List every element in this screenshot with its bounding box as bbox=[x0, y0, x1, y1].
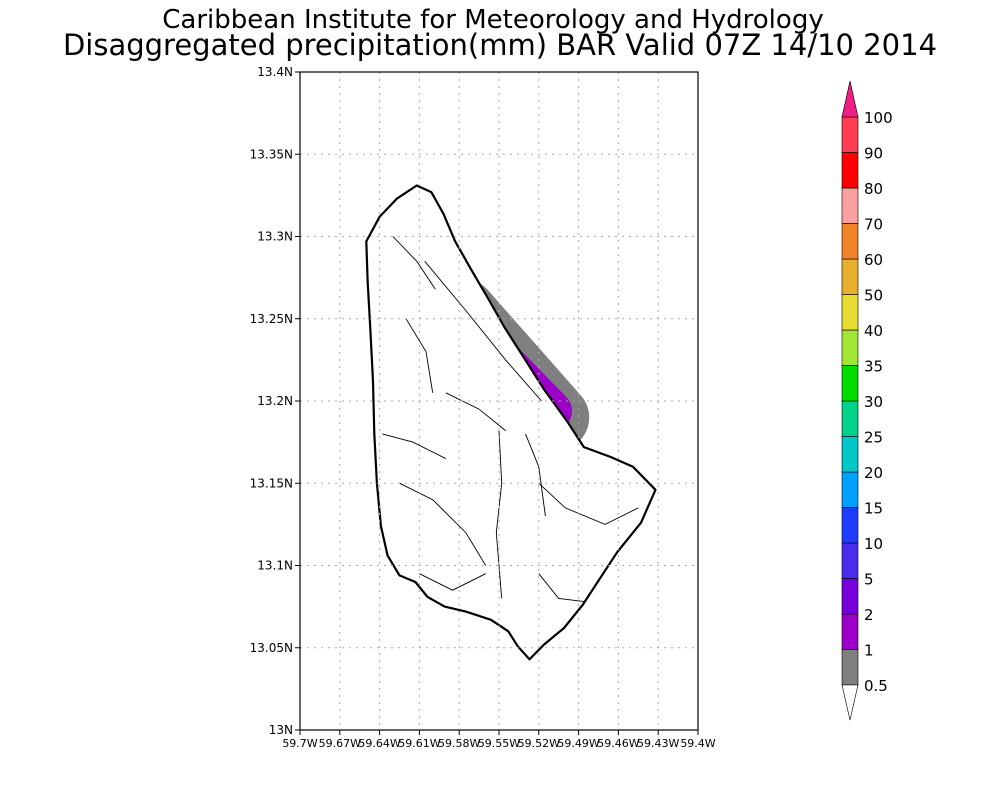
colorbar-under-arrow bbox=[841, 684, 859, 721]
lon-tick-label: 59.43W bbox=[637, 737, 679, 750]
colorbar-level-label: 2 bbox=[864, 606, 874, 624]
colorbar-level-label: 50 bbox=[864, 287, 883, 305]
lon-tick-label: 59.61W bbox=[398, 737, 440, 750]
colorbar-segment bbox=[841, 116, 859, 153]
colorbar-segment bbox=[841, 649, 859, 686]
lon-tick-label: 59.52W bbox=[518, 737, 560, 750]
island-layer bbox=[365, 184, 657, 661]
colorbar-level-label: 5 bbox=[864, 571, 874, 589]
colorbar-level-label: 35 bbox=[864, 358, 883, 376]
colorbar-level-label: 20 bbox=[864, 464, 883, 482]
lat-tick-label: 13.2N bbox=[257, 394, 293, 408]
title-institute: Caribbean Institute for Meteorology and … bbox=[162, 5, 823, 35]
colorbar-level-label: 70 bbox=[864, 216, 883, 234]
gridlines bbox=[300, 72, 698, 730]
lat-tick-label: 13.15N bbox=[250, 476, 293, 490]
colorbar-level-label: 25 bbox=[864, 429, 883, 447]
lat-tick-label: 13.4N bbox=[257, 65, 293, 79]
catchment-boundary-6 bbox=[405, 318, 434, 393]
colorbar-level-label: 80 bbox=[864, 180, 883, 198]
colorbar-segment bbox=[841, 258, 859, 295]
colorbar-segment bbox=[841, 294, 859, 331]
island-coastline bbox=[365, 184, 657, 661]
colorbar-level-label: 40 bbox=[864, 322, 883, 340]
lat-tick-label: 13.35N bbox=[250, 147, 293, 161]
catchment-boundary-4 bbox=[538, 482, 639, 525]
colorbar-segment bbox=[841, 152, 859, 189]
colorbar-segment bbox=[841, 436, 859, 473]
colorbar-segment bbox=[841, 613, 859, 650]
colorbar-segment bbox=[841, 507, 859, 544]
colorbar-level-label: 30 bbox=[864, 393, 883, 411]
colorbar-segment bbox=[841, 578, 859, 615]
catchment-boundary-2 bbox=[445, 392, 506, 431]
colorbar-level-label: 0.5 bbox=[864, 677, 888, 695]
catchment-boundary-10 bbox=[382, 433, 447, 460]
longitude-axis: 59.7W 59.67W59.64W59.61W59.58W59.55W59.52… bbox=[282, 730, 716, 750]
colorbar-segment bbox=[841, 223, 859, 260]
catchment-boundary-9 bbox=[392, 236, 436, 290]
lon-tick-label: 59.67W bbox=[319, 737, 361, 750]
colorbar-over-arrow bbox=[841, 80, 859, 118]
lon-tick-label: 59.4W bbox=[680, 737, 715, 750]
lon-tick-label: 59.64W bbox=[358, 737, 400, 750]
colorbar-level-label: 1 bbox=[864, 642, 874, 660]
lon-tick-label: 59.46W bbox=[597, 737, 639, 750]
catchment-boundary-11 bbox=[525, 433, 546, 517]
lon-tick-label: 59.58W bbox=[438, 737, 480, 750]
lat-tick-label: 13.1N bbox=[257, 559, 293, 573]
colorbar-segment bbox=[841, 187, 859, 224]
catchment-boundary-5 bbox=[399, 482, 487, 566]
colorbar-segment bbox=[841, 542, 859, 579]
colorbar-level-label: 15 bbox=[864, 500, 883, 518]
lat-tick-label: 13.05N bbox=[250, 641, 293, 655]
lat-tick-label: 13.3N bbox=[257, 230, 293, 244]
colorbar-level-label: 100 bbox=[864, 109, 893, 127]
lon-tick-label: 59.55W bbox=[478, 737, 520, 750]
colorbar-segment bbox=[841, 365, 859, 402]
catchment-boundary-8 bbox=[538, 573, 586, 603]
catchment-boundary-1 bbox=[424, 260, 542, 402]
colorbar-level-label: 60 bbox=[864, 251, 883, 269]
title-product: Disaggregated precipitation(mm) BAR Vali… bbox=[63, 28, 937, 62]
lon-tick-label: 59.49W bbox=[557, 737, 599, 750]
catchment-boundary-7 bbox=[419, 573, 486, 591]
colorbar-segment bbox=[841, 471, 859, 508]
colorbar-level-label: 90 bbox=[864, 145, 883, 163]
colorbar-segment bbox=[841, 400, 859, 437]
colorbar-level-label: 10 bbox=[864, 535, 883, 553]
map-plot-area: 13.4N 13.35N 13.3N 13.25N 13.2N 13.15N 13.1N 13… bbox=[250, 65, 716, 750]
lon-tick-label: 59.7W bbox=[282, 737, 317, 750]
lat-tick-label: 13N bbox=[269, 723, 293, 737]
latitude-axis: 13.4N 13.35N 13.3N 13.25N 13.2N 13.15N 13.1N 13… bbox=[250, 65, 300, 737]
lat-tick-label: 13.25N bbox=[250, 312, 293, 326]
colorbar-segment bbox=[841, 329, 859, 366]
